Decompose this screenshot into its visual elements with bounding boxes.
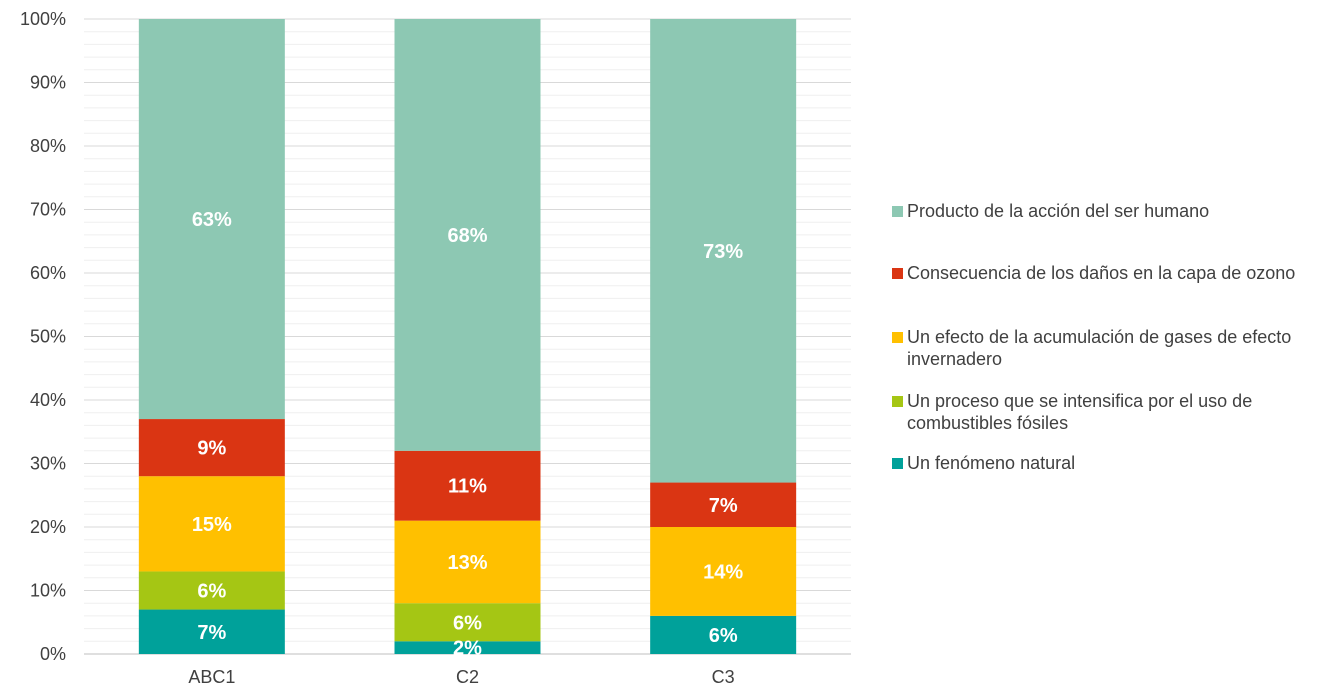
bars [138,19,797,654]
data-label: 9% [197,438,226,460]
bar-segment [650,482,797,527]
bar-segment [394,603,541,642]
legend-label: Un proceso que se intensifica por el uso… [907,391,1253,433]
legend-swatch [892,396,903,407]
data-label: 68% [447,225,487,247]
y-tick-label: 20% [30,517,66,537]
y-tick-label: 80% [30,136,66,156]
data-label: 6% [453,612,482,634]
data-label: 11% [448,476,487,498]
legend-swatch [892,458,903,469]
y-tick-label: 60% [30,263,66,283]
legend-label: Producto de la acción del ser humano [907,201,1210,221]
legend-item: Un proceso que se intensifica por el uso… [892,390,1307,434]
x-tick-label: ABC1 [188,667,235,687]
legend-item: Consecuencia de los daños en la capa de … [892,262,1307,284]
data-label: 13% [447,552,487,574]
bar-segment [650,19,797,483]
x-axis-ticks: ABC1 C2 C3 [188,667,734,687]
bar-segment [138,419,285,477]
bar-segment [138,609,285,654]
data-label: 6% [709,625,738,647]
y-tick-label: 0% [40,644,66,664]
legend-swatch [892,206,903,217]
x-tick-label: C3 [712,667,735,687]
y-tick-label: 30% [30,454,66,474]
legend-label: Consecuencia de los daños en la capa de … [907,263,1296,283]
data-labels: 7% 6% 15% 9% 63% 2% 6% 13% 11% 68% 6% 14% 7% 73% [192,209,744,660]
bar-segment [650,615,797,654]
legend-swatch [892,268,903,279]
data-label: 2% [453,638,482,660]
bar-segment [394,520,541,604]
y-tick-label: 10% [30,581,66,601]
data-label: 6% [197,581,226,603]
bar-segment [138,19,285,420]
bar-segment [138,571,285,610]
bar-segment [394,19,541,451]
y-tick-label: 100% [20,9,66,29]
data-label: 73% [703,241,743,263]
y-tick-label: 70% [30,200,66,220]
y-axis-ticks: 0% 10% 20% 30% 40% 50% 60% 70% 80% 90% 100% [20,9,66,664]
bar-segment [138,476,285,572]
data-label: 7% [197,622,226,644]
data-label: 63% [192,209,232,231]
y-tick-label: 90% [30,73,66,93]
legend-label: Un efecto de la acumulación de gases de … [907,327,1292,369]
legend-label: Un fenómeno natural [907,453,1076,473]
legend-item: Un fenómeno natural [892,452,1307,474]
legend-item: Un efecto de la acumulación de gases de … [892,326,1307,370]
data-label: 7% [709,495,738,517]
data-label: 14% [703,561,743,583]
legend-swatch [892,332,903,343]
x-tick-label: C2 [456,667,479,687]
bar-segment [394,450,541,521]
bar-segment [394,641,541,654]
legend-item: Producto de la acción del ser humano [892,200,1307,222]
bar-segment [650,527,797,616]
data-label: 15% [192,514,232,536]
y-tick-label: 50% [30,327,66,347]
y-tick-label: 40% [30,390,66,410]
